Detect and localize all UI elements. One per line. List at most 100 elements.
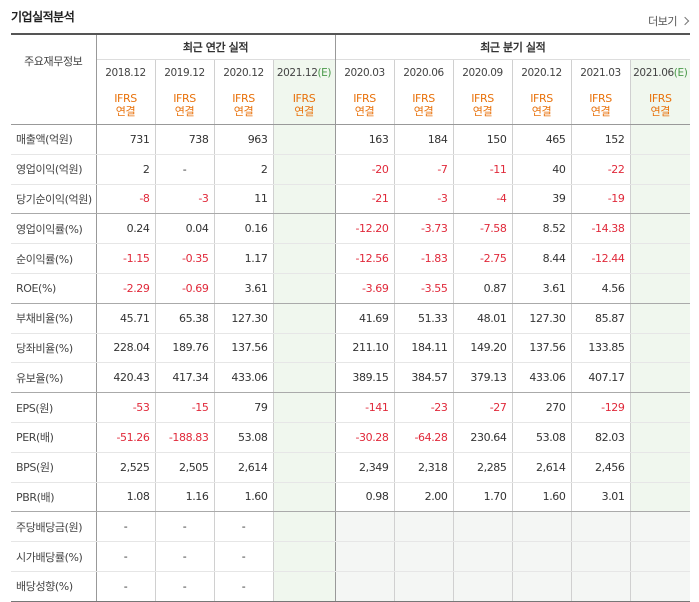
- table-cell: 48.01: [452, 303, 512, 334]
- period-quarter-5: 2020.06: [393, 59, 453, 86]
- table-cell: -51.26: [95, 422, 155, 453]
- table-cell: [511, 511, 571, 543]
- table-cell: 85.87: [570, 303, 630, 334]
- period-annual-0: 2018.12: [95, 59, 155, 86]
- period-label: 2018.12: [105, 67, 146, 79]
- table-cell: 389.15: [334, 362, 394, 394]
- ifrs-line2: 연결: [174, 105, 195, 118]
- table-cell: 2: [213, 154, 273, 185]
- ifrs-line2: 연결: [115, 105, 136, 118]
- period-label: 2019.12: [164, 67, 205, 79]
- table-cell: -129: [570, 392, 630, 423]
- table-cell: [272, 541, 335, 572]
- table-cell: -12.44: [570, 243, 630, 274]
- ifrs-line2: 연결: [531, 105, 552, 118]
- row-label: 당기순이익(억원): [11, 184, 96, 215]
- table-cell: [629, 392, 691, 423]
- table-cell: 3.61: [511, 273, 571, 304]
- row-label: ROE(%): [11, 273, 96, 304]
- row-label: 시가배당률(%): [11, 541, 96, 572]
- ifrs-label: IFRS 연결: [393, 86, 453, 125]
- table-cell: [334, 541, 394, 572]
- period-annual-3: 2021.12(E): [272, 59, 335, 86]
- row-label: 부채비율(%): [11, 303, 96, 334]
- period-label: 2021.12: [276, 67, 318, 79]
- table-cell: -30.28: [334, 422, 394, 453]
- ifrs-line2: 연결: [233, 105, 254, 118]
- table-cell: -3.55: [393, 273, 453, 304]
- table-cell: 79: [213, 392, 273, 423]
- table-cell: 420.43: [95, 362, 155, 394]
- table-cell: [272, 333, 335, 364]
- table-cell: 184: [393, 124, 453, 155]
- row-label-header: 주요재무정보: [11, 33, 96, 86]
- period-quarter-9: 2021.06(E): [629, 59, 691, 86]
- table-cell: 189.76: [154, 333, 214, 364]
- table-cell: -1.15: [95, 243, 155, 274]
- table-cell: 2,318: [393, 452, 453, 483]
- table-cell: -3: [393, 184, 453, 215]
- table-cell: 51.33: [393, 303, 453, 334]
- table-cell: [629, 541, 691, 572]
- quarter-header: 최근 분기 실적: [334, 33, 691, 60]
- period-label: 2020.06: [403, 67, 444, 79]
- period-quarter-8: 2021.03: [570, 59, 630, 86]
- ifrs-line2: 연결: [472, 105, 493, 118]
- table-cell: -22: [570, 154, 630, 185]
- table-cell: -188.83: [154, 422, 214, 453]
- more-link[interactable]: 더보기: [648, 13, 690, 29]
- table-cell: 4.56: [570, 273, 630, 304]
- table-cell: -64.28: [393, 422, 453, 453]
- table-cell: 133.85: [570, 333, 630, 364]
- ifrs-line1: IFRS: [173, 92, 196, 105]
- table-cell: [334, 511, 394, 543]
- table-cell: -: [213, 571, 273, 602]
- table-cell: -: [154, 541, 214, 572]
- table-row: 당기순이익(억원) -8 -3 11 -21 -3 -4 39 -19: [11, 184, 691, 215]
- table-cell: 1.60: [511, 482, 571, 513]
- table-cell: [272, 184, 335, 215]
- table-cell: 211.10: [334, 333, 394, 364]
- ifrs-line1: IFRS: [232, 92, 255, 105]
- table-cell: 0.98: [334, 482, 394, 513]
- table-cell: [629, 273, 691, 304]
- period-label: 2020.09: [462, 67, 503, 79]
- table-cell: -0.35: [154, 243, 214, 274]
- table-row: PER(배) -51.26 -188.83 53.08 -30.28 -64.28 230.…: [11, 422, 691, 453]
- table-cell: -15: [154, 392, 214, 423]
- table-row: 주당배당금(원) - - -: [11, 511, 691, 543]
- table-cell: [272, 124, 335, 155]
- table-cell: 379.13: [452, 362, 512, 394]
- table-cell: 65.38: [154, 303, 214, 334]
- estimate-badge: (E): [317, 67, 332, 79]
- table-cell: 2,614: [511, 452, 571, 483]
- table-cell: [629, 511, 691, 543]
- table-row: 유보율(%) 420.43 417.34 433.06 389.15 384.57 379.…: [11, 362, 691, 394]
- table-cell: 1.60: [213, 482, 273, 513]
- table-cell: -53: [95, 392, 155, 423]
- table-cell: -21: [334, 184, 394, 215]
- table-cell: 433.06: [511, 362, 571, 394]
- period-quarter-6: 2020.09: [452, 59, 512, 86]
- table-cell: 433.06: [213, 362, 273, 394]
- row-label: 매출액(억원): [11, 124, 96, 155]
- table-cell: 0.04: [154, 213, 214, 245]
- ifrs-line1: IFRS: [589, 92, 612, 105]
- table-cell: 2: [95, 154, 155, 185]
- table-cell: [272, 392, 335, 423]
- table-cell: [629, 213, 691, 245]
- table-cell: 2,505: [154, 452, 214, 483]
- table-cell: [272, 273, 335, 304]
- row-label: 유보율(%): [11, 362, 96, 394]
- table-cell: 270: [511, 392, 571, 423]
- table-cell: 137.56: [511, 333, 571, 364]
- row-label: 영업이익(억원): [11, 154, 96, 185]
- table-row: 시가배당률(%) - - -: [11, 541, 691, 572]
- ifrs-label: IFRS 연결: [213, 86, 273, 125]
- table-cell: [629, 303, 691, 334]
- table-cell: 2.00: [393, 482, 453, 513]
- table-cell: 8.44: [511, 243, 571, 274]
- table-cell: [511, 541, 571, 572]
- ifrs-line1: IFRS: [648, 92, 672, 105]
- table-cell: -: [95, 541, 155, 572]
